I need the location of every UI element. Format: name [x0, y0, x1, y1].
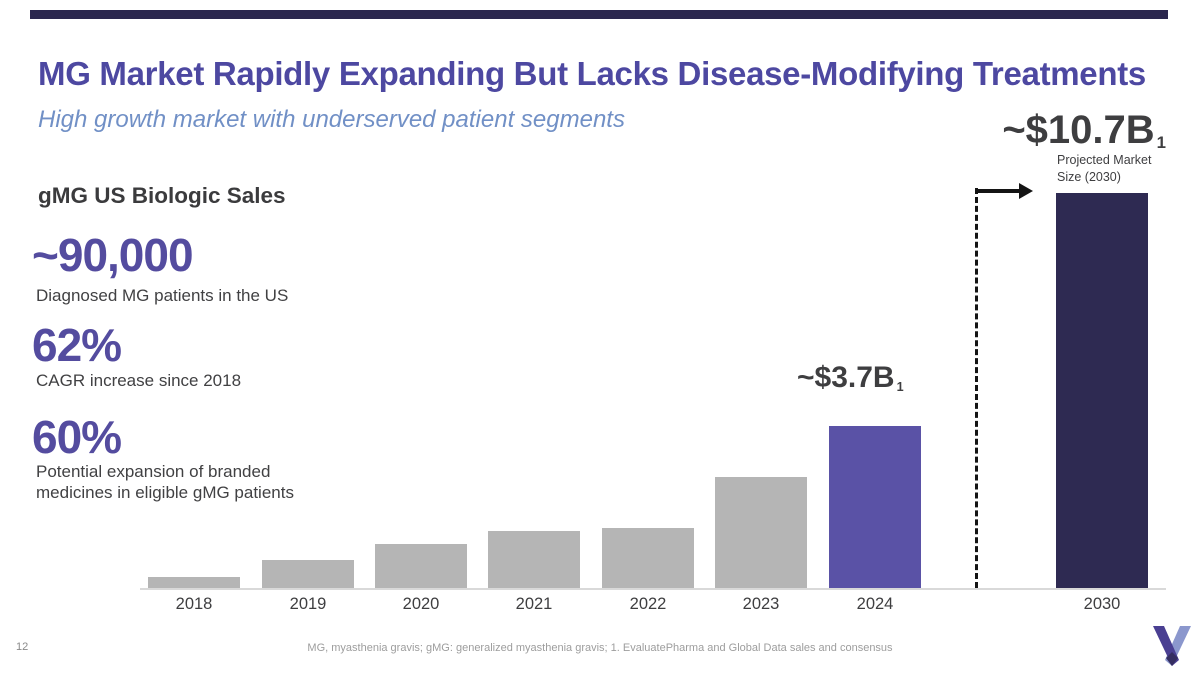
- x-axis-label-2030: 2030: [1083, 595, 1121, 613]
- projected-value-footnote-marker: 1: [1156, 132, 1166, 152]
- page-subtitle: High growth market with underserved pati…: [38, 106, 625, 133]
- stat-expansion-label: Potential expansion of branded medicines…: [36, 462, 294, 503]
- bar-2024: [829, 426, 921, 588]
- projected-market-caption: Projected Market Size (2030): [1057, 153, 1152, 184]
- chart-axis-baseline: [140, 588, 1166, 590]
- stat-cagr-value: 62%: [32, 319, 122, 371]
- stat-diagnosed-patients-label: Diagnosed MG patients in the US: [36, 286, 289, 305]
- bar-2018: [148, 577, 240, 588]
- bar-2030: [1056, 193, 1148, 588]
- bar-2019: [262, 560, 354, 588]
- projection-dashed-divider: [975, 188, 978, 588]
- viridian-logo-icon: [1152, 625, 1192, 672]
- stat-diagnosed-patients-value: ~90,000: [32, 229, 194, 281]
- slide-footnote: MG, myasthenia gravis; gMG: generalized …: [307, 642, 893, 654]
- x-axis-label-2021: 2021: [515, 595, 553, 613]
- stat-expansion-value: 60%: [32, 411, 122, 463]
- x-axis-label-2023: 2023: [742, 595, 780, 613]
- x-axis-label-2018: 2018: [175, 595, 213, 613]
- bar-2022: [602, 528, 694, 588]
- bar-2021: [488, 531, 580, 588]
- projected-market-value: ~$10.7B 1: [1002, 108, 1166, 153]
- callout-2024-value-text: ~$3.7B: [797, 361, 895, 394]
- bar-2020: [375, 544, 467, 588]
- bar-2023: [715, 477, 807, 588]
- projected-market-value-text: ~$10.7B: [1002, 108, 1155, 152]
- x-axis-label-2020: 2020: [402, 595, 440, 613]
- top-rule-divider: [30, 10, 1168, 19]
- x-axis-label-2019: 2019: [289, 595, 327, 613]
- x-axis-label-2024: 2024: [856, 595, 894, 613]
- chart-title: gMG US Biologic Sales: [38, 183, 286, 208]
- callout-2024-footnote-marker: 1: [896, 379, 904, 394]
- x-axis-label-2022: 2022: [629, 595, 667, 613]
- stat-cagr-label: CAGR increase since 2018: [36, 371, 242, 390]
- projection-arrow-head-icon: [1019, 183, 1033, 199]
- page-number: 12: [16, 641, 29, 653]
- projection-arrow: [978, 189, 1020, 193]
- page-title: MG Market Rapidly Expanding But Lacks Di…: [38, 55, 1146, 92]
- callout-2024-value: ~$3.7B 1: [797, 361, 904, 395]
